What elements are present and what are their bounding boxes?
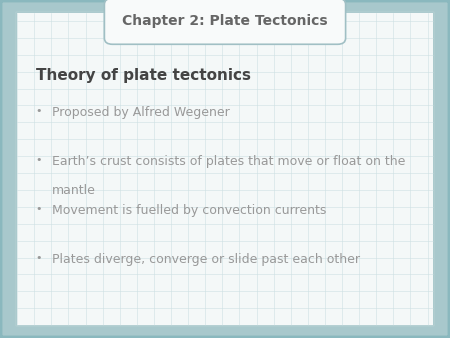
Text: Plates diverge, converge or slide past each other: Plates diverge, converge or slide past e… [52,254,360,266]
Text: •: • [35,204,41,215]
FancyBboxPatch shape [104,0,346,44]
Text: •: • [35,155,41,166]
Text: Movement is fuelled by convection currents: Movement is fuelled by convection curren… [52,204,326,217]
Text: •: • [35,106,41,117]
Text: Chapter 2: Plate Tectonics: Chapter 2: Plate Tectonics [122,14,328,28]
Text: •: • [35,254,41,264]
Text: Proposed by Alfred Wegener: Proposed by Alfred Wegener [52,106,230,119]
Text: Theory of plate tectonics: Theory of plate tectonics [36,68,251,82]
Text: mantle: mantle [52,184,95,197]
Text: Earth’s crust consists of plates that move or float on the: Earth’s crust consists of plates that mo… [52,155,405,168]
